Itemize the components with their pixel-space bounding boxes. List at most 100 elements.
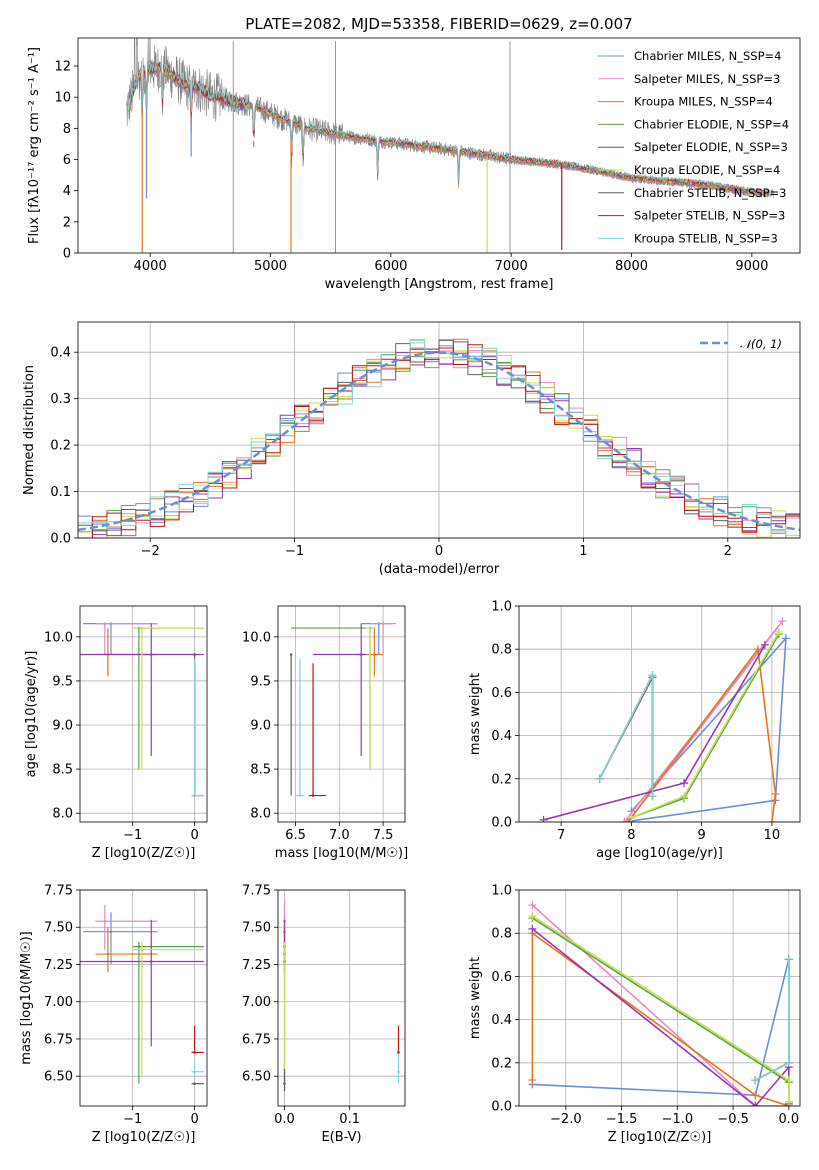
chart-title: PLATE=2082, MJD=53358, FIBERID=0629, z=0… xyxy=(245,15,632,33)
x-axis-label: E(B-V) xyxy=(321,1130,361,1145)
data-point xyxy=(359,653,363,656)
y-tick-label: 6.50 xyxy=(242,1070,271,1085)
x-tick-label: 9 xyxy=(698,828,706,843)
x-tick-label: −1.0 xyxy=(662,1112,694,1127)
x-tick-label: −2 xyxy=(141,544,160,559)
y-axis-label: age [log10(age/yr)] xyxy=(24,651,39,778)
x-tick-label: 9000 xyxy=(735,259,768,274)
x-tick-label: 6.5 xyxy=(285,828,306,843)
x-tick-label: 2 xyxy=(724,544,732,559)
axes-frame xyxy=(77,37,801,254)
x-tick-label: 0.0 xyxy=(779,1112,800,1127)
data-point xyxy=(109,930,113,934)
x-tick-label: −1 xyxy=(123,828,142,843)
y-tick-label: 6.50 xyxy=(44,1070,73,1085)
y-tick-label: 0.0 xyxy=(491,816,512,831)
data-point xyxy=(368,626,372,630)
x-tick-label: −0.5 xyxy=(717,1112,749,1127)
y-tick-label: 4 xyxy=(63,184,71,199)
x-tick-label: 7000 xyxy=(495,259,528,274)
x-axis-label: wavelength [Angstrom, rest frame] xyxy=(325,277,554,292)
y-axis-label: mass weight xyxy=(468,957,483,1039)
panel-residuals: −2 −1 0 1 2 0.0 0.1 0.2 0.3 0.4 (data-model)/error… xyxy=(22,321,801,577)
plot-area xyxy=(283,900,400,1092)
y-tick-label: 9.5 xyxy=(250,674,271,689)
y-tick-label: 1.0 xyxy=(491,884,512,899)
y-tick-label: 6.75 xyxy=(242,1032,271,1047)
plot-area xyxy=(539,617,790,822)
legend-entry: Kroupa STELIB, N_SSP=3 xyxy=(634,231,778,245)
data-point xyxy=(193,1051,196,1054)
panel-mass_vs_Z: −1 0 6.50 6.75 7.00 7.25 7.50 7.75 Z [log10(Z/Z☉… xyxy=(19,884,208,1145)
x-tick-label: 10 xyxy=(764,828,781,843)
y-tick-label: 0.4 xyxy=(491,729,512,744)
x-axis-label: mass [log10(M/M☉)] xyxy=(275,846,408,861)
legend-entry: Salpeter MILES, N_SSP=3 xyxy=(634,72,780,86)
y-axis-label: mass [log10(M/M☉)] xyxy=(19,931,34,1064)
y-tick-label: 0.2 xyxy=(50,439,71,454)
x-tick-label: 5000 xyxy=(254,259,287,274)
data-point xyxy=(137,945,141,948)
data-point xyxy=(193,653,196,656)
y-tick-label: 0.0 xyxy=(50,532,71,547)
plus-marker xyxy=(760,640,769,649)
data-point xyxy=(193,1070,196,1074)
data-point xyxy=(397,1051,400,1054)
histogram-chabrier-stelib xyxy=(78,339,800,537)
histogram-kroupa-stelib xyxy=(78,342,800,538)
legend-entry: Chabrier ELODIE, N_SSP=4 xyxy=(634,117,789,131)
series-line-chabrier-miles xyxy=(624,636,787,822)
data-point xyxy=(140,948,144,951)
legend-entry: Kroupa ELODIE, N_SSP=4 xyxy=(634,163,780,177)
legend-entry: Chabrier STELIB, N_SSP=3 xyxy=(634,186,786,200)
y-tick-label: 6.75 xyxy=(44,1032,73,1047)
x-axis-label: (data-model)/error xyxy=(379,562,500,577)
legend-entry: Salpeter STELIB, N_SSP=3 xyxy=(634,209,785,223)
panel-weight_vs_age: 7 8 9 10 0.0 0.2 0.4 0.6 0.8 1.0 age [log10(age/yr… xyxy=(468,600,801,861)
y-tick-label: 0 xyxy=(63,247,71,262)
data-point xyxy=(149,960,153,963)
data-point xyxy=(311,794,315,797)
y-tick-label: 8 xyxy=(63,122,71,137)
legend-entry: 𝒩(0, 1) xyxy=(740,337,782,351)
x-tick-label: 7.0 xyxy=(329,828,350,843)
x-tick-label: −1 xyxy=(285,544,304,559)
data-point xyxy=(298,794,302,797)
legend-entry: Chabrier MILES, N_SSP=4 xyxy=(634,49,781,63)
y-tick-label: 10.0 xyxy=(242,630,271,645)
x-tick-label: −1 xyxy=(123,1112,142,1127)
x-tick-label: 8000 xyxy=(615,259,648,274)
panel-age_vs_Z: −1 0 8.0 8.5 9.0 9.5 10.0 Z [log10(Z/Z☉)] age [l… xyxy=(24,605,208,861)
y-tick-label: 8.0 xyxy=(250,807,271,822)
plot-area xyxy=(126,38,774,253)
y-tick-label: 0.6 xyxy=(491,686,512,701)
plus-marker xyxy=(528,901,537,910)
y-tick-label: 7.75 xyxy=(242,884,271,899)
legend-entry: Kroupa MILES, N_SSP=4 xyxy=(634,95,773,109)
y-tick-label: 9.5 xyxy=(52,674,73,689)
x-axis-label: Z [log10(Z/Z☉)] xyxy=(92,1130,196,1145)
y-tick-label: 1.0 xyxy=(491,600,512,615)
data-point xyxy=(140,626,144,630)
x-tick-label: 0.0 xyxy=(274,1112,295,1127)
axes-frame xyxy=(77,321,801,539)
axes-frame xyxy=(277,889,406,1107)
plus-marker xyxy=(648,671,657,680)
plus-marker xyxy=(781,634,790,643)
plot-area xyxy=(528,901,793,1106)
y-tick-label: 8.0 xyxy=(52,807,73,822)
x-tick-label: 8 xyxy=(627,828,635,843)
y-tick-label: 7.75 xyxy=(44,884,73,899)
plus-marker xyxy=(751,1102,760,1106)
y-tick-label: 0.1 xyxy=(50,485,71,500)
series-line-kroupa-miles xyxy=(531,931,790,1106)
y-tick-label: 0.0 xyxy=(491,1100,512,1115)
data-point xyxy=(283,948,286,951)
x-axis-label: Z [log10(Z/Z☉)] xyxy=(608,1130,712,1145)
plus-marker xyxy=(767,818,776,822)
series-line-chabrier-elodie xyxy=(631,633,780,819)
plus-marker xyxy=(648,792,657,801)
plus-marker xyxy=(778,617,787,626)
y-tick-label: 0.4 xyxy=(50,346,71,361)
series-model-kroupa-stelib xyxy=(128,60,769,194)
